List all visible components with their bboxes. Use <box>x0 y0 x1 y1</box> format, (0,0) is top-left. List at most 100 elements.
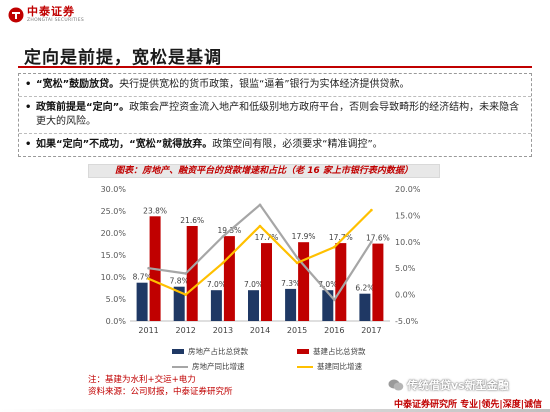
bullet-item: • 政策前提是“定向”。政策会严控资金流入地产和低级别地方政府平台，否则会导致畸… <box>19 96 531 133</box>
bullet-item: • “宽松”鼓励放贷。央行提供宽松的货币政策，银监“逼着”银行为实体经济提供贷款… <box>19 74 531 96</box>
y-left-tick-label: 10.0% <box>101 273 127 282</box>
logo-icon <box>8 7 24 23</box>
chart-caption: 图表：房地产、融资平台的贷款增速和占比（老 16 家上市银行表内数据） <box>88 164 440 178</box>
bullet-body: “宽松”鼓励放贷。央行提供宽松的货币政策，银监“逼着”银行为实体经济提供贷款。 <box>36 78 523 92</box>
y-right-tick-label: -5.0% <box>395 317 419 326</box>
y-right-tick-label: 10.0% <box>395 238 421 247</box>
bar-s0-2015 <box>285 288 297 321</box>
legend-swatch-line <box>297 365 313 368</box>
bullet-marker: • <box>25 102 32 113</box>
legend-item: 基建同比增速 <box>297 361 412 372</box>
slide-title: 定向是前提，宽松是基调 <box>24 48 222 68</box>
y-right-tick-label: 20.0% <box>395 185 421 194</box>
bar-value-label-s0-2014: 7.0% <box>244 280 263 289</box>
bar-s0-2012 <box>173 286 185 321</box>
x-tick-label-2017: 2017 <box>361 326 381 335</box>
legend-item: 房地产同比增速 <box>172 361 287 372</box>
y-left-tick-label: 25.0% <box>101 207 127 216</box>
bar-value-label-s1-2011: 23.8% <box>143 206 167 215</box>
footer-slogan: 中泰证券研究所 专业|领先|深度|诚信 <box>394 400 542 410</box>
x-tick-label-2016: 2016 <box>324 326 344 335</box>
y-left-tick-label: 30.0% <box>101 185 127 194</box>
line-point-s2-2016 <box>333 298 336 302</box>
bar-value-label-s1-2014: 17.7% <box>255 233 279 242</box>
bullet-marker: • <box>25 139 32 150</box>
bar-value-label-s0-2016: 7.0% <box>318 280 337 289</box>
bullet-lead: “宽松”鼓励放贷。 <box>36 79 120 90</box>
y-left-tick-label: 20.0% <box>101 229 127 238</box>
legend-label: 基建占比总贷款 <box>313 347 366 356</box>
line-point-s2-2011 <box>147 266 150 270</box>
legend-swatch-bar <box>297 349 309 354</box>
logo-name-cn: 中泰证券 <box>27 5 75 18</box>
y-right-tick-label: 15.0% <box>395 211 421 220</box>
note-line: 注：基建为水利+交运+电力 <box>88 375 196 385</box>
x-tick-label-2013: 2013 <box>213 326 233 335</box>
line-point-s3-2017 <box>370 208 373 212</box>
bullet-lead: 政策前提是“定向”。 <box>36 102 130 113</box>
bullet-body: 政策前提是“定向”。政策会严控资金流入地产和低级别地方政府平台，否则会导致畸形的… <box>36 101 523 129</box>
loan-growth-share-chart: 30.0% 25.0% 20.0% 15.0% 10.0% 5.0% 0.0% 20.0% 15… <box>101 185 421 335</box>
bullet-marker: • <box>25 79 32 90</box>
bar-value-label-s0-2013: 7.0% <box>207 280 226 289</box>
bar-value-label-s1-2015: 17.9% <box>292 232 316 241</box>
line-point-s2-2014 <box>258 203 262 207</box>
title-underline <box>18 66 532 68</box>
line-point-s2-2013 <box>221 235 225 238</box>
y-left-tick-label: 15.0% <box>101 251 127 260</box>
bullet-text: 政策会严控资金流入地产和低级别地方政府平台，否则会导致畸形的经济结构，未来隐含更… <box>36 102 520 127</box>
line-point-s3-2012 <box>184 293 187 296</box>
x-tick-label-2012: 2012 <box>176 326 196 335</box>
bullet-item: • 如果“定向”不成功，“宽松”就得放弃。政策空间有限，必须要求“精准调控”。 <box>19 133 531 156</box>
source-line: 资料来源：公司财报，中泰证券研究所 <box>88 387 233 397</box>
bar-s0-2016 <box>322 290 334 321</box>
bar-s0-2013 <box>210 290 222 321</box>
line-point-s2-2012 <box>184 272 187 275</box>
legend-item: 房地产占比总贷款 <box>172 346 287 357</box>
legend-item: 基建占比总贷款 <box>297 346 412 357</box>
x-tick-label-2015: 2015 <box>287 326 307 335</box>
chart-notes: 注：基建为水利+交运+电力 资料来源：公司财报，中泰证券研究所 <box>88 374 233 398</box>
bullet-text: 政策空间有限，必须要求“精准调控”。 <box>212 139 383 150</box>
bar-s1-2012 <box>186 226 198 321</box>
line-point-s3-2016 <box>333 245 336 249</box>
footer-bar <box>0 409 550 412</box>
legend-label: 基建同比增速 <box>317 362 362 371</box>
bar-s1-2014 <box>261 243 272 321</box>
bar-s1-2017 <box>372 243 384 321</box>
line-point-s3-2014 <box>258 224 262 228</box>
y-left-tick-label: 5.0% <box>106 295 127 304</box>
legend-swatch-bar <box>172 349 184 354</box>
legend-label: 房地产同比增速 <box>192 362 245 371</box>
logo-name-en: ZHONGTAI SECURITIES <box>27 18 85 23</box>
line-point-s3-2011 <box>147 277 150 281</box>
bar-s0-2017 <box>359 293 371 321</box>
chat-bubble-icon <box>388 379 404 391</box>
bar-value-label-s1-2016: 17.7% <box>329 233 353 242</box>
bullet-text: 央行提供宽松的货币政策，银监“逼着”银行为实体经济提供贷款。 <box>119 79 410 90</box>
bar-s0-2011 <box>136 282 148 321</box>
line-point-s2-2015 <box>295 256 299 259</box>
line-point-s3-2015 <box>295 261 299 265</box>
company-logo: 中泰证券 ZHONGTAI SECURITIES <box>8 6 84 24</box>
bullet-lead: 如果“定向”不成功，“宽松”就得放弃。 <box>36 139 213 150</box>
legend-label: 房地产占比总贷款 <box>188 347 248 356</box>
y-left-tick-label: 0.0% <box>106 317 127 326</box>
x-tick-label-2011: 2011 <box>138 326 158 335</box>
bar-value-label-s1-2017: 17.6% <box>366 234 390 243</box>
x-tick-label-2014: 2014 <box>250 326 270 335</box>
bar-value-label-s0-2017: 6.2% <box>355 284 374 293</box>
bar-value-label-s0-2012: 7.8% <box>170 277 189 286</box>
legend-swatch-line <box>172 365 188 368</box>
bar-value-label-s0-2011: 8.7% <box>133 273 152 282</box>
bar-s1-2013 <box>223 236 235 321</box>
watermark: 传统借贷vs新型金融 <box>388 377 509 393</box>
bar-value-label-s1-2012: 21.6% <box>180 216 204 225</box>
bar-s1-2015 <box>298 242 310 321</box>
y-right-tick-label: 0.0% <box>395 291 416 300</box>
line-point-s2-2017 <box>370 240 373 244</box>
bar-s1-2016 <box>335 243 347 321</box>
bullet-body: 如果“定向”不成功，“宽松”就得放弃。政策空间有限，必须要求“精准调控”。 <box>36 138 523 152</box>
bullet-box: • “宽松”鼓励放贷。央行提供宽松的货币政策，银监“逼着”银行为实体经济提供贷款… <box>18 73 532 157</box>
chart-legend: 房地产占比总贷款 基建占比总贷款 房地产同比增速 基建同比增速 <box>172 346 412 372</box>
